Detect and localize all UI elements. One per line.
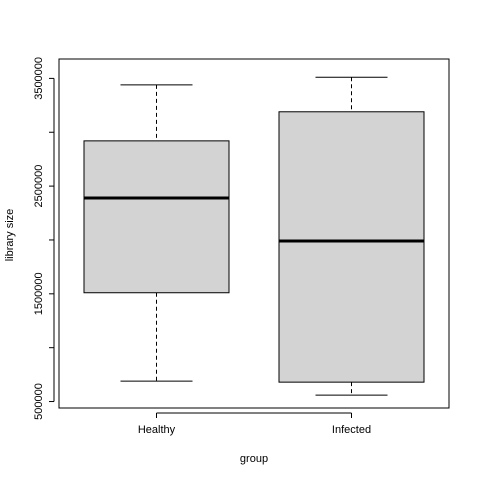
y-tick-label: 3500000 xyxy=(33,57,45,100)
y-tick-label: 1500000 xyxy=(33,272,45,315)
plot-frame xyxy=(58,58,450,409)
y-axis-title: library size xyxy=(4,209,16,262)
x-tick-label: Infected xyxy=(332,424,371,436)
y-tick-label: 2500000 xyxy=(33,165,45,208)
box-healthy xyxy=(83,140,230,294)
x-axis-title: group xyxy=(240,453,268,465)
y-tick-label: 500000 xyxy=(33,383,45,420)
x-tick-label: Healthy xyxy=(138,424,176,436)
box-infected xyxy=(278,111,425,383)
